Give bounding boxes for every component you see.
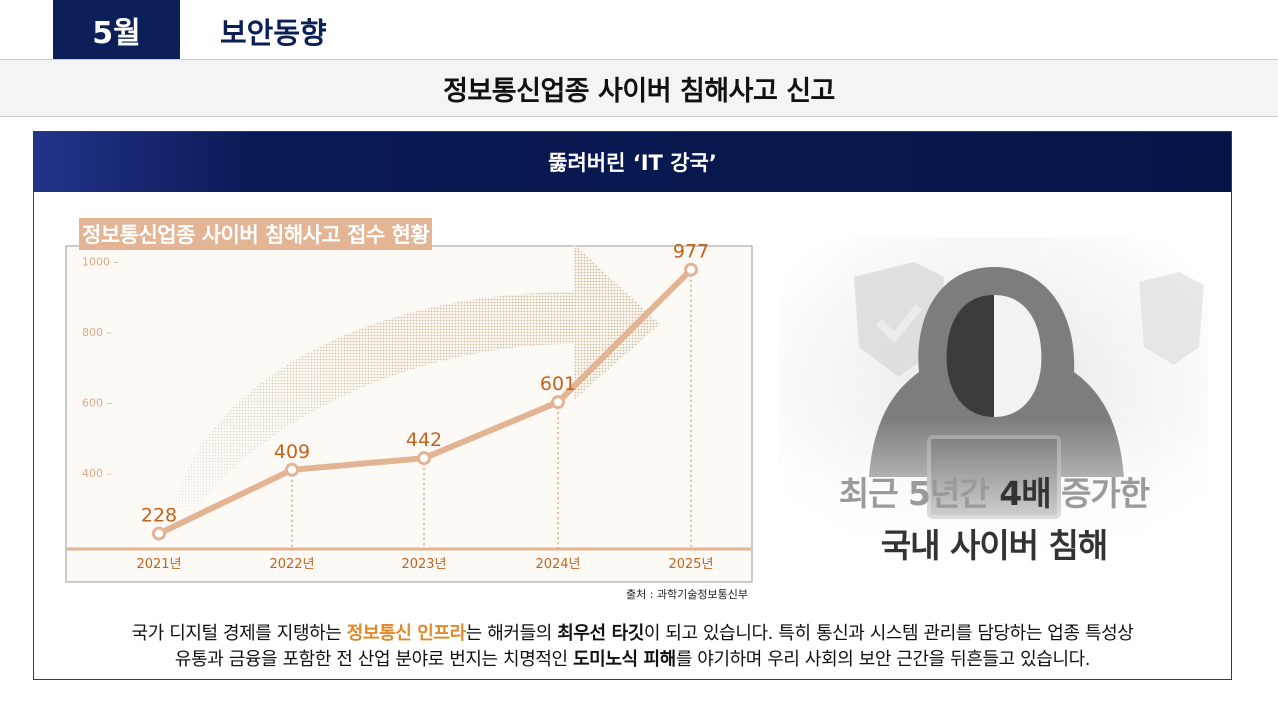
title-band: 정보통신업종 사이버 침해사고 신고 [0, 60, 1278, 117]
chart-source: 출처 : 과학기술정보통신부 [626, 588, 749, 601]
card-header-title: 뚫려버린 ‘IT 강국’ [548, 151, 717, 175]
data-label: 228 [141, 505, 177, 527]
line-chart: 400 – 600 – 800 – 1000 – 2021년 2022년 2023년 2024… [65, 244, 753, 583]
body-text: 이 되고 있습니다. 특히 통신과 시스템 관리를 담당하는 업종 특성상 [643, 623, 1134, 644]
visual-caption-line1: 최근 5년간 4배 증가한 [774, 467, 1214, 515]
visual-caption: 최근 5년간 4배 증가한 국내 사이버 침해 [774, 467, 1214, 567]
caption-prefix: 최근 5년간 [838, 474, 1000, 513]
x-tick-label: 2025년 [668, 557, 713, 572]
y-tick-label: 400 – [82, 467, 112, 480]
x-tick-label: 2021년 [136, 557, 181, 572]
month-badge: 5월 [53, 0, 180, 60]
data-label: 601 [540, 373, 576, 395]
x-tick-label: 2022년 [269, 557, 314, 572]
x-tick-label: 2023년 [401, 557, 446, 572]
body-emphasis: 최우선 타깃 [557, 623, 644, 644]
data-point [551, 395, 565, 410]
body-line-1: 국가 디지털 경제를 지탱하는 정보통신 인프라는 해커들의 최우선 타깃이 되… [44, 621, 1221, 647]
visual-caption-line2: 국내 사이버 침해 [880, 526, 1109, 565]
data-point [684, 262, 698, 277]
card-header: 뚫려버린 ‘IT 강국’ [34, 132, 1231, 192]
y-tick-label: 1000 – [82, 256, 119, 269]
y-tick-label: 800 – [82, 326, 112, 339]
caption-emphasis: 4배 [999, 474, 1051, 513]
y-tick-label: 600 – [82, 397, 112, 410]
body-text: 국가 디지털 경제를 지탱하는 [131, 623, 347, 644]
data-point [417, 451, 431, 466]
data-point [152, 526, 166, 541]
section-title: 보안동향 [220, 16, 327, 50]
content-card: 뚫려버린 ‘IT 강국’ 400 – 600 – 800 – 1000 – 2021년 2… [33, 131, 1232, 680]
page-title: 정보통신업종 사이버 침해사고 신고 [443, 75, 835, 107]
trend-arrow [174, 244, 660, 512]
body-paragraph: 국가 디지털 경제를 지탱하는 정보통신 인프라는 해커들의 최우선 타깃이 되… [44, 621, 1221, 673]
top-divider [0, 59, 1278, 60]
body-emphasis: 도미노식 피해 [573, 649, 676, 670]
body-text: 유통과 금융을 포함한 전 산업 분야로 번지는 치명적인 [174, 649, 573, 670]
x-tick-label: 2024년 [535, 557, 580, 572]
data-label: 977 [673, 244, 709, 263]
data-label: 442 [406, 429, 442, 451]
body-text: 는 해커들의 [465, 623, 558, 644]
hacker-illustration [779, 237, 1209, 567]
body-highlight: 정보통신 인프라 [346, 623, 466, 644]
chart-title: 정보통신업종 사이버 침해사고 접수 현황 [79, 218, 433, 250]
data-label: 409 [274, 441, 310, 463]
body-text: 를 야기하며 우리 사회의 보안 근간을 뒤흔들고 있습니다. [675, 649, 1091, 670]
data-point [285, 462, 299, 477]
body-line-2: 유통과 금융을 포함한 전 산업 분야로 번지는 치명적인 도미노식 피해를 야… [44, 647, 1221, 673]
caption-suffix: 증가한 [1050, 474, 1150, 513]
